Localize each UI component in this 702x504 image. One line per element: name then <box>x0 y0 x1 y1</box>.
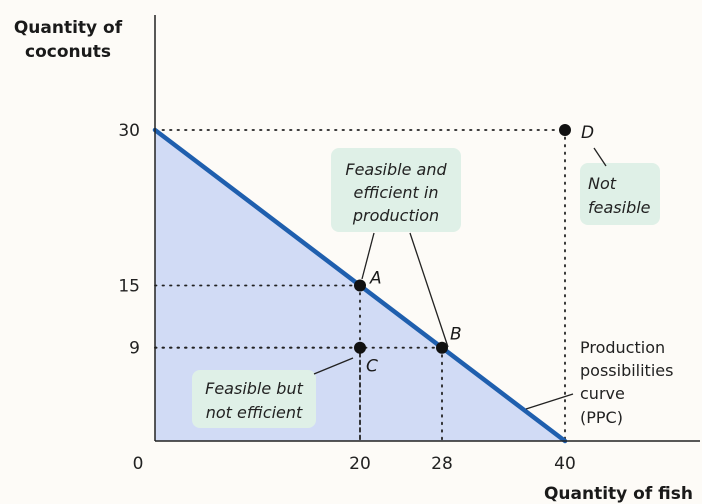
ppc-label-line2: possibilities <box>580 361 673 380</box>
efficient-annotation-box <box>331 148 461 232</box>
not-efficient-annotation-box <box>192 370 316 428</box>
ppc-label-line1: Production <box>580 338 665 357</box>
point-label-b: B <box>450 325 462 345</box>
guide-lines <box>154 129 566 442</box>
not-feasible-annotation-line1: Not <box>588 174 617 193</box>
point-b <box>436 341 448 354</box>
y-tick-9: 9 <box>129 339 140 359</box>
not-feasible-annotation-box <box>580 163 660 225</box>
point-a <box>354 279 366 292</box>
efficient-annotation-line3: production <box>352 206 439 225</box>
points-layer: A B C D <box>354 123 594 377</box>
x-tick-28: 28 <box>431 454 453 474</box>
point-c <box>354 341 366 354</box>
efficient-annotation-line1: Feasible and <box>345 160 447 179</box>
origin-label: 0 <box>133 454 144 474</box>
y-axis-title-line1: Quantity of <box>14 18 123 38</box>
x-tick-20: 20 <box>349 454 371 474</box>
ppc-label-line4: (PPC) <box>580 408 623 427</box>
pointer-ppc <box>525 393 574 410</box>
efficient-annotation-line2: efficient in <box>353 183 438 202</box>
not-efficient-annotation-line1: Feasible but <box>205 379 303 398</box>
point-label-a: A <box>369 269 382 289</box>
point-d <box>559 124 571 136</box>
pointer-not-feasible <box>593 147 607 167</box>
point-label-c: C <box>366 357 378 377</box>
pointer-efficient-b <box>409 232 449 348</box>
pointer-not-efficient <box>313 357 354 375</box>
y-tick-15: 15 <box>118 277 140 297</box>
point-label-d: D <box>581 123 594 143</box>
x-axis-title: Quantity of fish <box>544 484 693 504</box>
x-tick-40: 40 <box>554 454 576 474</box>
y-axis-title-line2: coconuts <box>25 42 111 62</box>
not-feasible-annotation-line2: feasible <box>588 198 651 217</box>
y-tick-30: 30 <box>118 121 140 141</box>
ppc-label-line3: curve <box>580 384 625 403</box>
not-efficient-annotation-line2: not efficient <box>206 403 303 422</box>
ticks-layer: 9 15 30 20 28 40 <box>118 121 575 474</box>
pointer-efficient-a <box>361 232 375 280</box>
